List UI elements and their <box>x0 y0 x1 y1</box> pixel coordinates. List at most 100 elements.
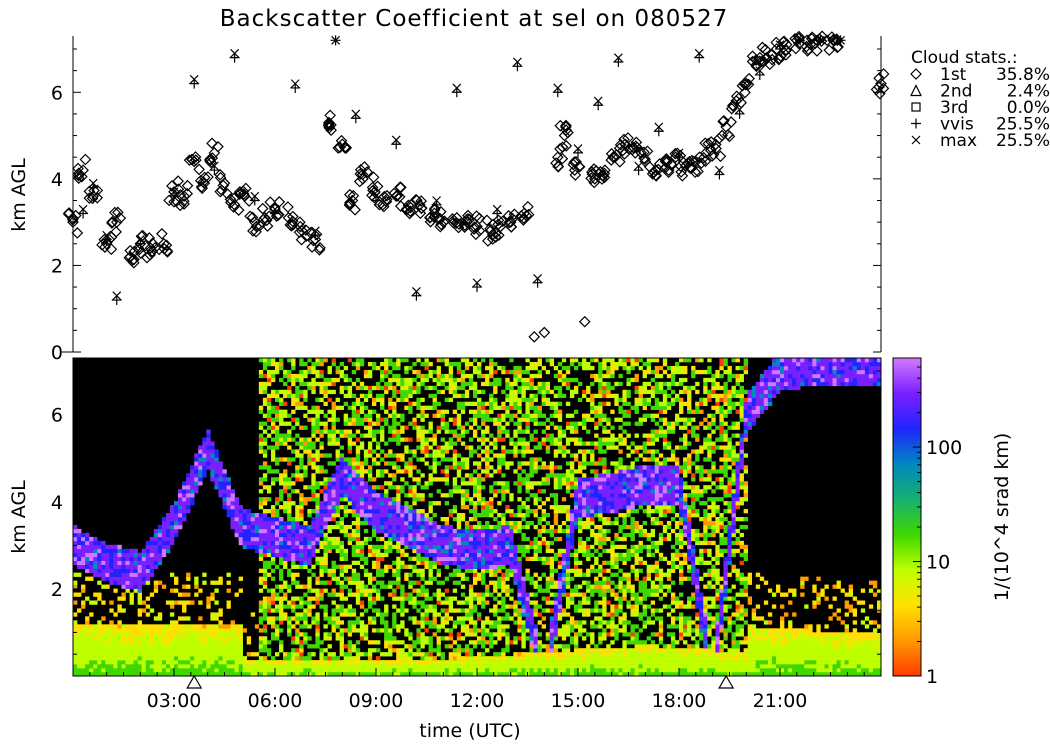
heatmap-cell <box>497 465 502 470</box>
heatmap-cell <box>153 632 159 637</box>
heatmap-cell <box>416 588 421 593</box>
point-max <box>310 226 320 236</box>
heatmap-cell <box>287 413 292 418</box>
heatmap-cell <box>287 616 292 621</box>
heatmap-cell <box>262 461 268 466</box>
point-max <box>209 161 219 171</box>
heatmap-cell <box>97 672 102 677</box>
point-1st <box>827 33 840 46</box>
heatmap-cell <box>432 612 437 617</box>
point-1st <box>568 164 581 177</box>
heatmap-cell <box>359 600 365 605</box>
heatmap-cell <box>275 365 280 371</box>
heatmap-cell <box>275 584 280 589</box>
heatmap-cell <box>428 576 433 581</box>
heatmap-cell <box>412 616 417 621</box>
heatmap-cell <box>396 441 401 446</box>
heatmap-cell <box>347 485 353 490</box>
heatmap-cell <box>210 596 215 601</box>
heatmap-cell <box>93 664 98 669</box>
heatmap-cell <box>339 644 344 649</box>
heatmap-cell <box>408 409 413 414</box>
heatmap-cell <box>270 576 276 581</box>
heatmap-cell <box>404 544 409 550</box>
heatmap-cell <box>315 501 320 506</box>
heatmap-cell <box>287 528 292 534</box>
heatmap-cell <box>416 425 421 430</box>
heatmap-cell <box>315 381 320 387</box>
heatmap-cell <box>246 652 252 657</box>
heatmap-cell <box>400 596 405 601</box>
heatmap-cell <box>396 544 401 550</box>
heatmap-cell <box>384 453 389 458</box>
heatmap-cell <box>198 469 203 474</box>
heatmap-cell <box>509 548 514 554</box>
heatmap-cell <box>194 576 199 581</box>
heatmap-cell <box>355 505 361 510</box>
heatmap-cell <box>388 481 393 486</box>
point-vvis <box>734 108 745 119</box>
heatmap-cell <box>376 536 381 542</box>
heatmap-cell <box>343 568 349 573</box>
heatmap-cell <box>178 509 183 514</box>
heatmap-cell <box>113 628 118 633</box>
heatmap-cell <box>335 453 340 458</box>
heatmap-cell <box>432 405 437 410</box>
heatmap-cell <box>182 481 187 486</box>
heatmap-cell <box>509 437 514 442</box>
heatmap-cell <box>287 385 292 391</box>
heatmap-cell <box>489 441 494 446</box>
heatmap-cell <box>412 660 417 665</box>
heatmap-cell <box>186 572 191 577</box>
heatmap-cell <box>331 489 336 494</box>
heatmap-cell <box>400 668 405 673</box>
heatmap-cell <box>472 660 478 665</box>
heatmap-cell <box>129 632 134 637</box>
heatmap-cell <box>416 532 421 538</box>
heatmap-cell <box>279 528 284 534</box>
heatmap-cell <box>89 652 94 657</box>
heatmap-cell <box>351 421 357 426</box>
heatmap-cell <box>77 532 82 538</box>
point-1st <box>447 214 460 227</box>
heatmap-cell <box>444 664 450 669</box>
heatmap-cell <box>460 477 466 482</box>
heatmap-cell <box>77 564 82 569</box>
heatmap-cell <box>258 358 264 363</box>
heatmap-cell <box>311 429 316 434</box>
heatmap-cell <box>291 393 296 399</box>
heatmap-cell <box>359 556 365 562</box>
heatmap-cell <box>275 668 280 673</box>
heatmap-cell <box>477 560 482 565</box>
heatmap-cell <box>460 465 466 470</box>
heatmap-cell <box>327 365 332 371</box>
heatmap-cell <box>254 652 260 657</box>
heatmap-cell <box>161 656 167 661</box>
heatmap-cell <box>133 560 138 565</box>
heatmap-cell <box>137 572 142 577</box>
heatmap-cell <box>121 656 126 661</box>
heatmap-cell <box>343 493 349 498</box>
point-1st <box>666 159 678 171</box>
heatmap-cell <box>420 528 425 534</box>
heatmap-cell <box>489 358 494 363</box>
heatmap-cell <box>452 544 458 550</box>
heatmap-cell <box>331 497 336 502</box>
heatmap-cell <box>505 421 510 426</box>
heatmap-cell <box>283 381 288 387</box>
heatmap-cell <box>230 497 235 502</box>
heatmap-cell <box>432 524 437 530</box>
heatmap-cell <box>141 560 147 565</box>
heatmap-cell <box>396 389 401 395</box>
heatmap-cell <box>452 640 458 645</box>
point-max <box>613 53 623 63</box>
heatmap-cell <box>497 365 502 371</box>
heatmap-cell <box>129 652 134 657</box>
heatmap-cell <box>363 568 369 573</box>
heatmap-cell <box>283 437 288 442</box>
heatmap-cell <box>169 624 175 629</box>
heatmap-cell <box>141 600 147 605</box>
heatmap-cell <box>371 532 377 538</box>
heatmap-cell <box>335 485 340 490</box>
